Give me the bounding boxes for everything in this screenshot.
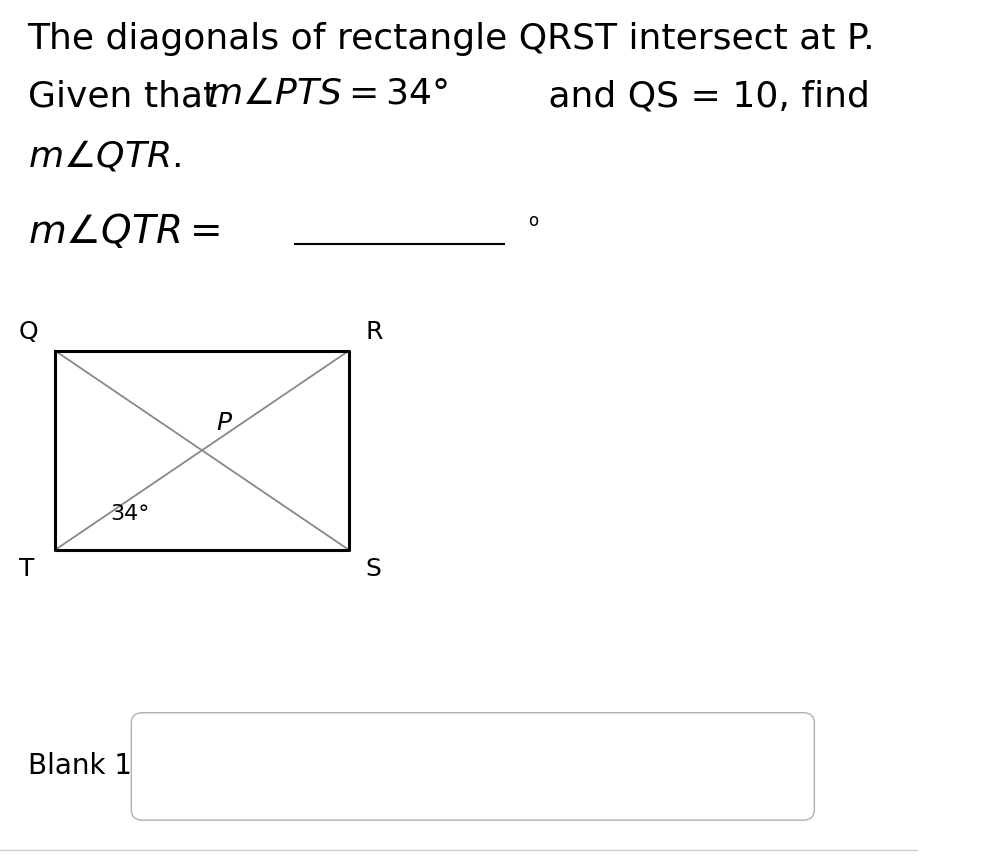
Text: $m\angle QTR =$: $m\angle QTR =$ — [27, 212, 220, 251]
Text: The diagonals of rectangle QRST intersect at P.: The diagonals of rectangle QRST intersec… — [27, 22, 875, 55]
Text: Blank 1:: Blank 1: — [27, 753, 141, 780]
Text: and QS = 10, find: and QS = 10, find — [537, 80, 870, 113]
Text: $P$: $P$ — [216, 410, 233, 435]
Text: $m\angle QTR$.: $m\angle QTR$. — [27, 139, 180, 173]
Text: 34°: 34° — [110, 504, 149, 524]
Text: Q: Q — [19, 320, 38, 344]
Text: o: o — [528, 212, 538, 230]
Text: Given that: Given that — [27, 80, 228, 113]
Text: $m\angle PTS = 34°$: $m\angle PTS = 34°$ — [207, 76, 448, 110]
Text: S: S — [366, 557, 381, 581]
Text: T: T — [18, 557, 34, 581]
FancyBboxPatch shape — [131, 713, 814, 820]
Text: R: R — [366, 320, 383, 344]
